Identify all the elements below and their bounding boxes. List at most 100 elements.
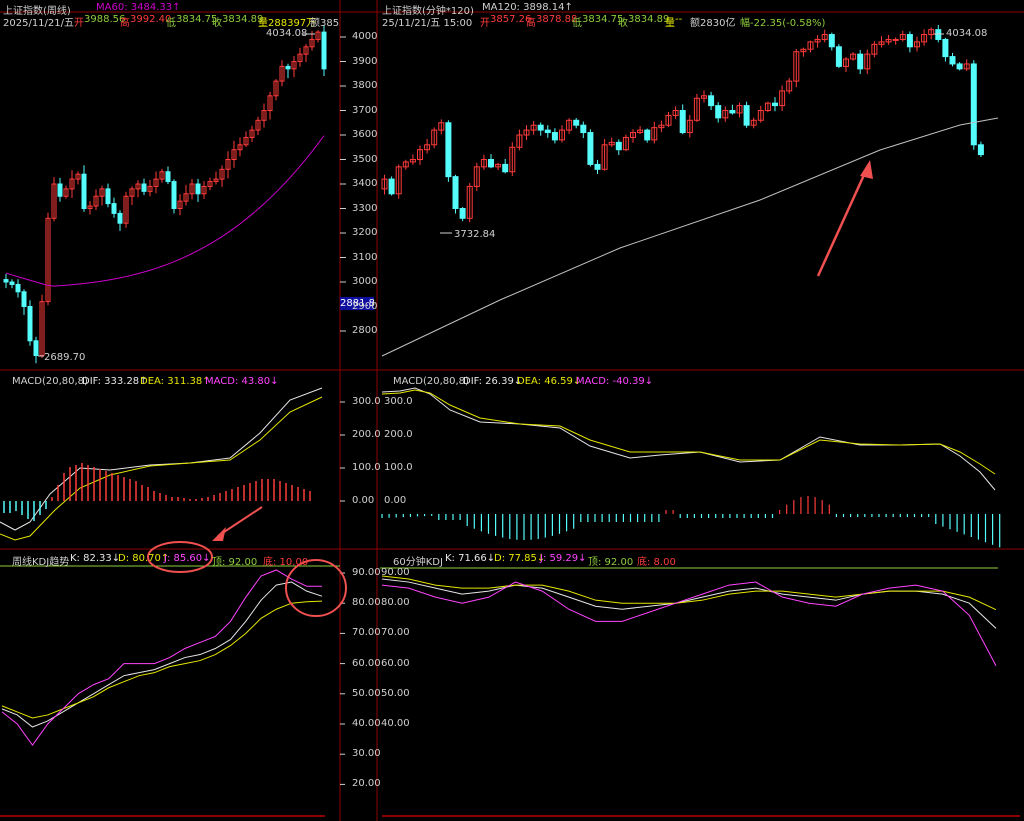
left-date: 2025/11/21/五 (3, 18, 75, 29)
macd-axis-label: 200.0 (352, 429, 381, 440)
left-macd-dea: DEA: 311.38↑ (140, 376, 211, 387)
price-axis-label: 3300 (352, 202, 378, 214)
right-candle-body (693, 97, 700, 121)
right-candle-body (658, 124, 665, 129)
right-macd-dea-line (381, 389, 996, 475)
left-candle-body (195, 183, 201, 195)
right-candle-body (580, 124, 587, 134)
left-candle-body (3, 279, 9, 283)
left-close: 3834.89 (222, 14, 264, 25)
right-title: 上证指数(分钟*120) (382, 6, 474, 17)
left-high-lbl: 高 (120, 18, 130, 29)
right-kdj-axis-label: 80.00 (381, 597, 410, 609)
left-candle-body (201, 185, 207, 195)
right-candle-body (424, 144, 431, 151)
right-candle-body (814, 38, 821, 43)
left-candle-body (189, 183, 195, 195)
left-low-lbl: 低 (166, 18, 176, 29)
left-candle-body (297, 53, 303, 63)
annotation-arrow-right-shaft (816, 174, 866, 277)
right-candle-body (644, 129, 651, 141)
left-kdj-d: D: 80.70↑ (118, 553, 170, 564)
left-candle-body (243, 136, 249, 146)
right-candle-body (935, 29, 942, 40)
right-candle-body (409, 159, 416, 163)
right-candle-body (956, 63, 963, 70)
left-candle-body (249, 129, 255, 138)
left-candle-body (69, 178, 75, 190)
right-candle-body (722, 110, 729, 119)
right-candle-body (764, 102, 771, 112)
right-candle-body (509, 146, 516, 173)
left-candle-body (183, 193, 189, 202)
right-candle-body (630, 132, 636, 138)
right-candle-body (523, 129, 530, 136)
right-candle-body (892, 38, 899, 41)
left-candle-body (9, 281, 15, 285)
left-candle-body (255, 119, 261, 131)
left-candle-body (75, 173, 81, 180)
left-candle-body (267, 95, 273, 112)
right-candle-body (928, 29, 935, 36)
right-candle-body (772, 102, 778, 107)
left-candle-body (33, 340, 39, 356)
right-candle-body (459, 208, 466, 219)
annotation-arrow-left-head (212, 527, 226, 541)
left-candle-body (225, 159, 231, 170)
right-candle-body (786, 80, 793, 92)
price-axis-label: 3200 (352, 227, 378, 238)
left-high: 3992.40 (130, 14, 172, 25)
price-axis-label: 3000 (352, 276, 378, 287)
right-ma120-label: MA120: 3898.14↑ (482, 2, 573, 13)
left-candle-body (309, 38, 315, 48)
right-candle-body (857, 53, 864, 70)
left-macd-title: MACD(20,80,8) (12, 376, 88, 387)
price-axis-label: 4000 (352, 31, 378, 42)
left-candle-body (153, 178, 159, 187)
price-axis-label: 3800 (352, 80, 378, 91)
right-candle-body (537, 124, 544, 131)
right-kdj-axis-label: 40.00 (381, 718, 410, 729)
right-candle-body (395, 166, 402, 195)
annotation-circle-j-value (147, 541, 213, 573)
left-high-marker: 4034.08 (266, 28, 308, 39)
right-candle-body (495, 163, 502, 168)
right-candle-body (615, 141, 622, 151)
right-candle-body (566, 119, 573, 131)
right-candle-body (679, 110, 686, 134)
right-candle-body (601, 144, 608, 170)
right-kdj-axis-label: 90.00 (381, 567, 410, 578)
left-candle-body (159, 171, 165, 180)
right-candle-body (800, 48, 807, 53)
right-candle-body (488, 159, 494, 168)
left-kdj-j: J: 85.60↓ (164, 553, 211, 564)
right-open-lbl: 开 (480, 18, 490, 29)
left-open: 3988.56 (84, 14, 126, 25)
right-macd-dif: DIF: 26.39↓ (463, 376, 523, 387)
left-candle-body (63, 188, 69, 197)
right-low-lbl: 低 (572, 18, 582, 29)
right-high-marker: 4034.08 (946, 28, 988, 39)
left-macd-dif-line (0, 387, 323, 531)
left-candle-body (321, 31, 327, 70)
left-candle-body (129, 188, 135, 197)
right-candle-body (665, 114, 672, 126)
right-candle-body (807, 41, 814, 50)
right-candle-body (864, 53, 871, 70)
kdj-axis-label: 70.00 (352, 627, 381, 639)
left-candle-body (147, 185, 153, 192)
left-ma60-line (5, 135, 325, 287)
right-amt: 额2830亿 (690, 18, 736, 29)
right-candle-body (544, 129, 551, 134)
right-open: 3857.26 (490, 14, 532, 25)
right-high: 3878.88 (536, 14, 578, 25)
kdj-axis-label: 60.00 (352, 657, 381, 669)
price-axis-label: 2900 (352, 300, 378, 312)
right-candle-body (736, 105, 743, 114)
macd-axis-label: 300.0 (352, 396, 381, 407)
price-axis-label: 3500 (352, 153, 378, 165)
right-kdj-axis-label: 60.00 (381, 657, 410, 669)
right-candle-body (452, 176, 459, 209)
kdj-axis-label: 20.00 (352, 778, 381, 790)
left-candle-body (15, 283, 21, 293)
